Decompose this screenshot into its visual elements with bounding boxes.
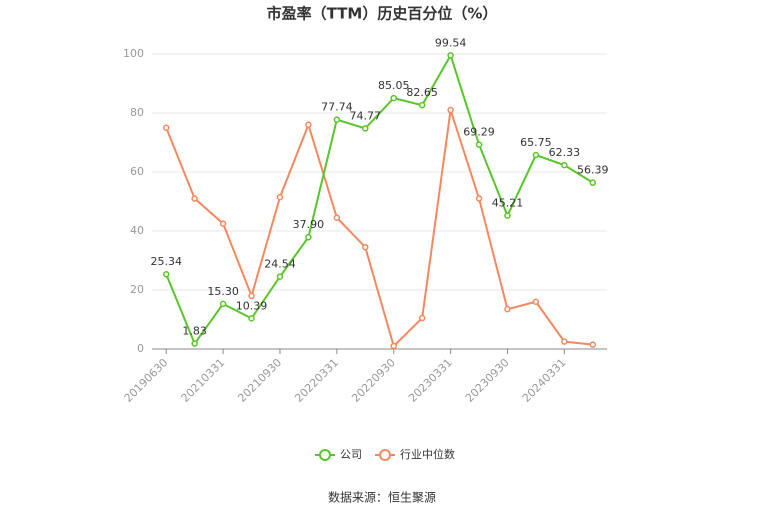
point	[561, 338, 568, 345]
legend-label: 行业中位数	[400, 447, 455, 461]
x-tick-label: 20220331	[292, 356, 341, 405]
data-label: 37.90	[293, 218, 325, 231]
chart-title: 市盈率（TTM）历史百分位（%）	[267, 5, 498, 23]
point	[305, 233, 312, 241]
y-tick-label: 40	[130, 224, 144, 237]
x-tick-label: 20220930	[349, 356, 398, 405]
data-label: 10.39	[236, 299, 268, 312]
point	[532, 298, 540, 306]
point	[333, 214, 341, 221]
point	[418, 101, 426, 109]
y-tick-label: 100	[123, 47, 144, 60]
y-tick-label: 0	[137, 342, 144, 355]
point	[276, 193, 284, 201]
data-label: 24.54	[264, 258, 296, 271]
data-label: 45.21	[492, 197, 524, 210]
data-label: 1.83	[182, 325, 207, 338]
point	[418, 314, 426, 322]
point	[475, 195, 483, 202]
point	[362, 243, 369, 251]
series-line	[165, 109, 593, 348]
data-label: 65.75	[520, 136, 552, 149]
point	[504, 305, 511, 313]
point	[561, 161, 568, 169]
x-tick-label: 20230930	[463, 356, 512, 405]
data-label: 25.34	[150, 255, 182, 268]
point	[475, 141, 483, 148]
point	[276, 273, 284, 280]
x-tick-label: 20240331	[520, 356, 569, 405]
data-label: 82.65	[406, 86, 438, 99]
point	[219, 220, 227, 227]
x-tick-label: 20230331	[406, 356, 455, 405]
data-label: 56.39	[577, 164, 609, 177]
point	[390, 342, 397, 350]
x-tick-label: 20210930	[235, 356, 284, 405]
data-label: 85.05	[378, 79, 410, 92]
point	[191, 340, 198, 347]
point	[219, 300, 227, 308]
point	[248, 292, 255, 300]
x-tick-label: 20190630	[122, 356, 171, 405]
legend-marker	[319, 449, 331, 461]
point	[390, 94, 397, 102]
y-tick-label: 60	[130, 165, 144, 178]
data-label: 62.33	[549, 146, 581, 159]
legend-marker	[379, 449, 391, 461]
data-label: 74.77	[350, 109, 382, 122]
point	[589, 341, 597, 348]
point	[162, 124, 170, 131]
point	[333, 116, 341, 123]
source: 数据来源：恒生聚源	[328, 490, 436, 505]
point	[362, 125, 369, 132]
legend-label: 公司	[340, 448, 362, 461]
data-label: 77.74	[321, 101, 353, 114]
data-label: 69.29	[463, 126, 495, 139]
point	[447, 106, 454, 114]
point	[447, 52, 454, 59]
point	[248, 315, 255, 322]
y-tick-label: 20	[130, 283, 144, 296]
point	[589, 179, 597, 186]
point	[532, 151, 540, 159]
y-tick-label: 80	[130, 106, 144, 119]
point	[504, 212, 511, 219]
point	[191, 195, 198, 202]
x-tick-label: 20210331	[179, 356, 228, 405]
point	[162, 270, 170, 278]
data-label: 15.30	[207, 285, 239, 298]
series-line	[165, 52, 594, 346]
data-label: 99.54	[435, 36, 467, 49]
point	[305, 121, 312, 129]
